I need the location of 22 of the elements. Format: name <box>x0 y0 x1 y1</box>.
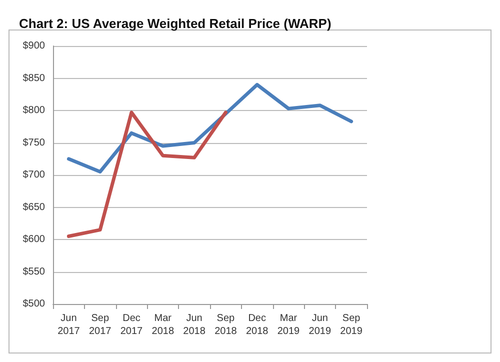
y-tick-label: $800 <box>22 105 46 116</box>
x-tick-label: Dec 2018 <box>246 313 269 337</box>
x-tick-label: Sep 2019 <box>340 313 363 337</box>
y-tick-label: $750 <box>22 137 46 148</box>
line-series <box>66 82 354 174</box>
x-tick-label: Dec 2017 <box>120 313 144 337</box>
line-series <box>66 110 228 238</box>
x-tick-label: Mar 2019 <box>277 313 300 337</box>
y-tick-label: $650 <box>22 202 46 213</box>
chart-title: Chart 2: US Average Weighted Retail Price (WARP) <box>19 16 332 31</box>
x-tick-label: Jun 2019 <box>308 313 332 337</box>
y-tick-label: $600 <box>22 234 46 245</box>
y-tick-label: $500 <box>22 298 46 310</box>
x-tick-label: Sep 2017 <box>88 313 112 337</box>
y-tick-label: $900 <box>22 40 46 52</box>
x-tick-label: Sep 2018 <box>214 313 238 337</box>
x-tick-label: Jun 2017 <box>58 313 80 337</box>
x-tick-label: Jun 2018 <box>183 313 206 337</box>
x-tick-label: Mar 2018 <box>152 313 174 337</box>
y-tick-label: $550 <box>22 266 46 278</box>
y-tick-label: $700 <box>22 170 46 180</box>
y-tick-label: $850 <box>22 72 46 84</box>
